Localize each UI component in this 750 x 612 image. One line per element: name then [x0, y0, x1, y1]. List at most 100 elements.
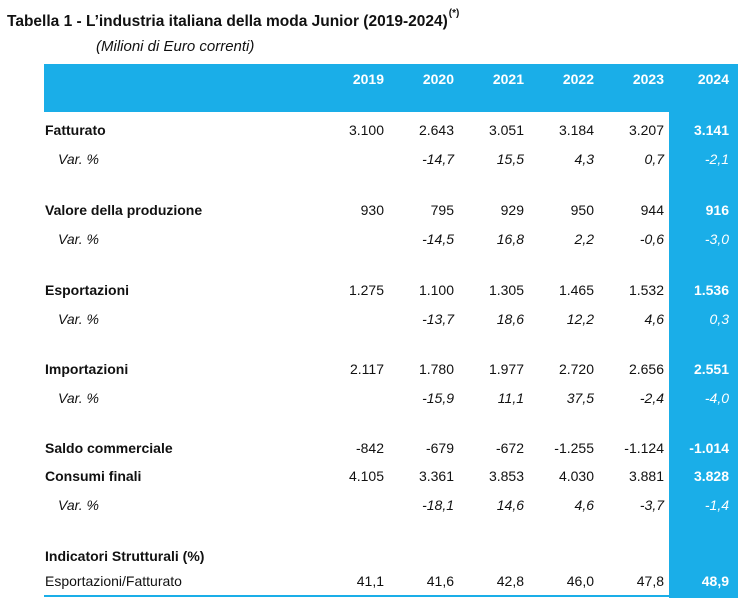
cell-2024: -4,0: [704, 390, 729, 406]
cell-2023: -2,4: [639, 390, 664, 406]
table-row: Saldo commerciale -842 -679 -672 -1.255 -1.12…: [44, 438, 738, 460]
cell-2019: -842: [355, 440, 384, 456]
year-header-2023: 2023: [632, 71, 664, 87]
cell-2019: 4.105: [348, 468, 384, 484]
cell-2021: 1.977: [488, 361, 524, 377]
cell-2019: 41,1: [356, 573, 384, 589]
cell-2024: 2.551: [693, 361, 729, 377]
table-row: Valore della produzione 930 795 929 950 944 91…: [44, 200, 738, 222]
highlight-column-2024: [669, 112, 738, 598]
table-row: Consumi finali 4.105 3.361 3.853 4.030 3.881 3…: [44, 466, 738, 488]
cell-2023: 0,7: [644, 151, 664, 167]
cell-2019: 930: [360, 202, 384, 218]
cell-2024: 0,3: [709, 311, 729, 327]
cell-2023: 3.207: [628, 122, 664, 138]
cell-2022: 4.030: [558, 468, 594, 484]
row-label: Var. %: [58, 231, 99, 247]
cell-2020: 795: [430, 202, 454, 218]
cell-2020: -18,1: [422, 497, 454, 513]
row-label: Fatturato: [45, 122, 106, 138]
cell-2019: 1.275: [348, 282, 384, 298]
table-title: Tabella 1 - L’industria italiana della m…: [7, 8, 459, 31]
cell-2022: 1.465: [558, 282, 594, 298]
cell-2022: 37,5: [566, 390, 594, 406]
row-label: Var. %: [58, 390, 99, 406]
cell-2022: -1.255: [554, 440, 594, 456]
cell-2020: 41,6: [426, 573, 454, 589]
row-label: Valore della produzione: [45, 202, 203, 218]
cell-2024: -1,4: [704, 497, 729, 513]
cell-2024: -2,1: [704, 151, 729, 167]
cell-2021: 1.305: [488, 282, 524, 298]
row-label: Var. %: [58, 311, 99, 327]
cell-2021: 929: [500, 202, 524, 218]
table-row: Fatturato 3.100 2.643 3.051 3.184 3.207 3.141: [44, 120, 738, 142]
row-label: Indicatori Strutturali (%): [45, 548, 205, 564]
cell-2020: -15,9: [422, 390, 454, 406]
table-row: Indicatori Strutturali (%): [44, 546, 738, 568]
cell-2021: 42,8: [496, 573, 524, 589]
table-row: Var. % -18,1 14,6 4,6 -3,7 -1,4: [44, 495, 738, 517]
cell-2023: 2.656: [628, 361, 664, 377]
cell-2020: 3.361: [418, 468, 454, 484]
table-row: Var. % -14,5 16,8 2,2 -0,6 -3,0: [44, 229, 738, 251]
row-label: Saldo commerciale: [45, 440, 173, 456]
cell-2021: 3.853: [488, 468, 524, 484]
cell-2022: 12,2: [566, 311, 594, 327]
cell-2020: 1.780: [418, 361, 454, 377]
row-label: Esportazioni: [45, 282, 130, 298]
cell-2023: 3.881: [628, 468, 664, 484]
row-label: Var. %: [58, 151, 99, 167]
row-label: Esportazioni/Fatturato: [45, 573, 182, 589]
cell-2024: 48,9: [701, 573, 729, 589]
cell-2024: 1.536: [693, 282, 729, 298]
cell-2020: -679: [425, 440, 454, 456]
table-row: Var. % -13,7 18,6 12,2 4,6 0,3: [44, 309, 738, 331]
cell-2024: 3.141: [693, 122, 729, 138]
cell-2023: 944: [640, 202, 664, 218]
year-header-2020: 2020: [422, 71, 454, 87]
table-subtitle: (Milioni di Euro correnti): [96, 38, 255, 55]
cell-2021: 11,1: [497, 390, 524, 406]
cell-2020: -14,7: [422, 151, 454, 167]
table-row: Esportazioni 1.275 1.100 1.305 1.465 1.532 1.5…: [44, 280, 738, 302]
cell-2021: 3.051: [488, 122, 524, 138]
row-label: Var. %: [58, 497, 99, 513]
cell-2021: 14,6: [496, 497, 524, 513]
cell-2023: 4,6: [644, 311, 664, 327]
table-row: Var. % -15,9 11,1 37,5 -2,4 -4,0: [44, 388, 738, 410]
year-header-2019: 2019: [352, 71, 384, 87]
cell-2022: 3.184: [558, 122, 594, 138]
cell-2023: -0,6: [639, 231, 664, 247]
cell-2021: -672: [495, 440, 524, 456]
cell-2022: 4,3: [574, 151, 594, 167]
cell-2023: 1.532: [628, 282, 664, 298]
cell-2024: 916: [705, 202, 729, 218]
cell-2022: 2,2: [574, 231, 594, 247]
cell-2022: 950: [570, 202, 594, 218]
cell-2023: 47,8: [636, 573, 664, 589]
cell-2024: 3.828: [693, 468, 729, 484]
table-row: Esportazioni/Fatturato 41,1 41,6 42,8 46,0 47…: [44, 571, 738, 593]
row-label: Importazioni: [45, 361, 129, 377]
cell-2023: -3,7: [639, 497, 664, 513]
cell-2021: 18,6: [496, 311, 524, 327]
table-header-band: 2019 2020 2021 2022 2023 2024: [44, 64, 738, 112]
year-header-2022: 2022: [562, 71, 594, 87]
year-header-2021: 2021: [492, 71, 524, 87]
cell-2023: -1.124: [624, 440, 664, 456]
row-label: Consumi finali: [45, 468, 142, 484]
cell-2020: 2.643: [418, 122, 454, 138]
cell-2022: 4,6: [574, 497, 594, 513]
data-table: 2019 2020 2021 2022 2023 2024: [44, 64, 738, 598]
cell-2022: 46,0: [566, 573, 594, 589]
cell-2024: -3,0: [704, 231, 729, 247]
cell-2024: -1.014: [689, 440, 729, 456]
cell-2020: 1.100: [418, 282, 454, 298]
table-row: Importazioni 2.117 1.780 1.977 2.720 2.656 2.5…: [44, 359, 738, 381]
cell-2020: -13,7: [422, 311, 454, 327]
year-header-2024: 2024: [697, 71, 729, 87]
cell-2022: 2.720: [558, 361, 594, 377]
cell-2019: 2.117: [350, 361, 384, 377]
table-bottom-rule: [44, 595, 738, 597]
